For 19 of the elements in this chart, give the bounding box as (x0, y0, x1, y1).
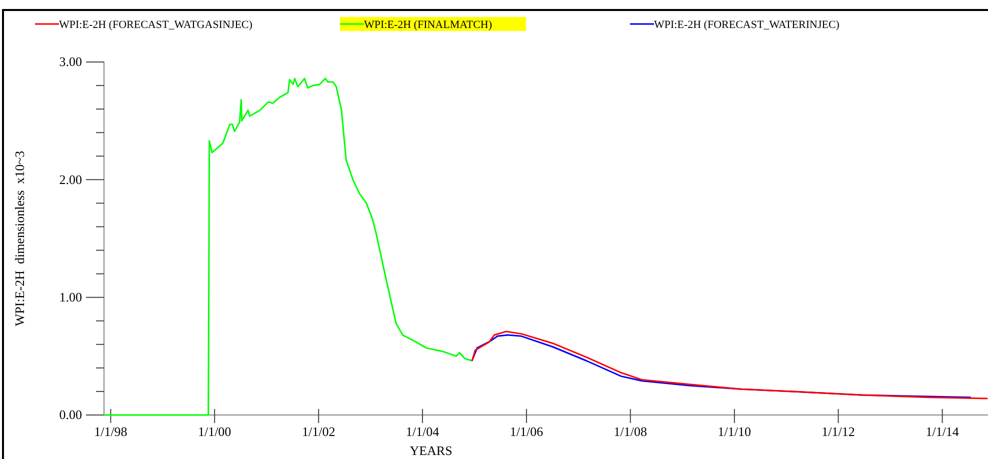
y-axis-title: WPI:E-2H dimensionless x10~3 (12, 150, 27, 326)
x-tick-label: 1/1/08 (614, 424, 648, 440)
x-tick-label: 1/1/14 (926, 424, 960, 440)
legend-label: WPI:E-2H (FORECAST_WATGASINJEC) (59, 19, 253, 31)
y-tick-label: 0.00 (59, 407, 82, 422)
line-series (103, 78, 474, 416)
x-tick-label: 1/1/04 (406, 424, 440, 440)
x-tick-label: 1/1/10 (718, 424, 752, 440)
x-tick-label: 1/1/02 (302, 424, 336, 440)
y-tick-label: 2.00 (59, 172, 82, 187)
x-axis-title: YEARS (410, 443, 452, 458)
legend-label: WPI:E-2H (FINALMATCH) (364, 19, 492, 31)
x-tick-label: 1/1/00 (198, 424, 232, 440)
x-tick-label: 1/1/12 (822, 424, 855, 440)
legend-label: WPI:E-2H (FORECAST_WATERINJEC) (654, 19, 840, 31)
x-tick-label: 1/1/06 (510, 424, 544, 440)
y-tick-label: 1.00 (59, 289, 82, 304)
x-tick-label: 1/1/98 (94, 424, 128, 440)
y-tick-label: 3.00 (59, 54, 82, 70)
